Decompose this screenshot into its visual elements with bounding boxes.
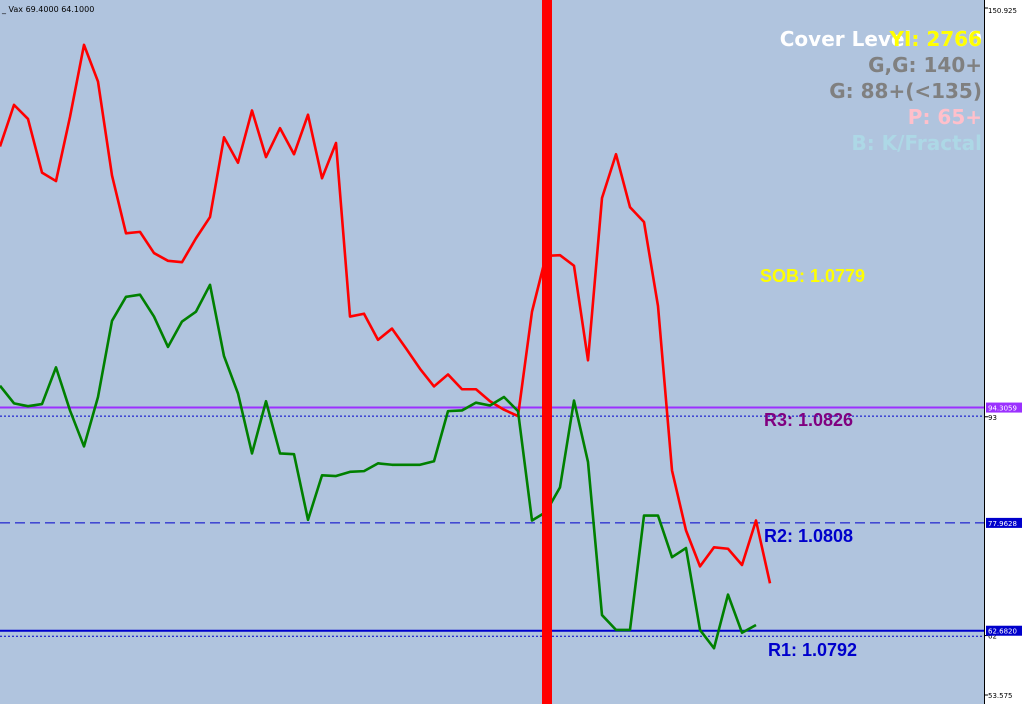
level-labels: SOB: 1.0779 R3: 1.0826 R2: 1.0808 R1: 1.… (760, 266, 865, 660)
legend: Cover Level: 2760 YI: 2766 G,G: 140+ G: … (780, 27, 982, 155)
level-label-r1: R1: 1.0792 (768, 640, 857, 660)
level-tag-label: 77.9628 (988, 520, 1017, 528)
plot-area[interactable] (0, 0, 984, 704)
legend-cover-level-overlay: YI: 2766 (888, 27, 982, 51)
legend-g: G: 88+(<135) (829, 79, 982, 103)
indicator-title: _ Vax 69.4000 64.1000 (1, 5, 94, 14)
level-label-sob: SOB: 1.0779 (760, 266, 865, 286)
y-tick-label: 150.925 (988, 7, 1017, 15)
level-tag-label: 94.3059 (988, 405, 1017, 413)
legend-cover-level: Cover Level: 2760 (780, 27, 982, 51)
vertical-marker (542, 0, 552, 704)
level-tag (986, 625, 1022, 636)
level-tag (986, 402, 1022, 413)
level-tag (986, 517, 1022, 528)
y-tick-label: 53.575 (988, 692, 1013, 700)
y-tick-label: 93 (988, 414, 997, 422)
series-line (0, 43, 772, 584)
level-label-r3: R3: 1.0826 (764, 410, 853, 430)
y-tick-label: 62 (988, 633, 997, 641)
legend-p: P: 65+ (908, 105, 982, 129)
legend-b: B: K/Fractal (851, 131, 982, 155)
level-tag-label: 62.6820 (988, 628, 1017, 636)
level-label-r2: R2: 1.0808 (764, 526, 853, 546)
legend-gg: G,G: 140+ (868, 53, 982, 77)
